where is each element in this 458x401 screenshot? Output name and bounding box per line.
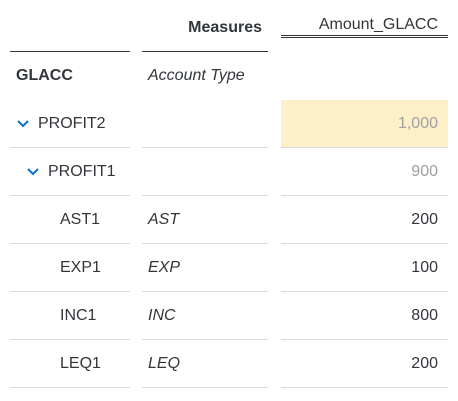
measures-header: Measures [142, 4, 268, 52]
row-value-cell[interactable]: 200 [281, 196, 448, 244]
row-member-label: EXP1 [60, 258, 101, 276]
row-member-label: PROFIT2 [38, 114, 106, 132]
row-value: 900 [411, 162, 438, 180]
row-attribute-value: LEQ [148, 354, 181, 372]
header-divider [10, 51, 130, 52]
row-attribute-cell: AST [142, 196, 268, 244]
row-member-cell[interactable]: AST1 [10, 196, 130, 244]
corner-empty-cell [10, 4, 130, 52]
attribute-label: Account Type [148, 67, 245, 84]
row-attribute-cell [142, 148, 268, 196]
row-value-cell[interactable]: 1,000 [281, 100, 448, 148]
row-value: 100 [411, 258, 438, 276]
row-value: 200 [411, 354, 438, 372]
row-value-cell[interactable]: 800 [281, 292, 448, 340]
row-value-cell[interactable]: 900 [281, 148, 448, 196]
row-attribute-cell: INC [142, 292, 268, 340]
row-value-cell[interactable]: 200 [281, 340, 448, 388]
row-value: 200 [411, 210, 438, 228]
row-attribute-cell [142, 100, 268, 148]
row-member-cell[interactable]: EXP1 [10, 244, 130, 292]
chevron-down-icon[interactable] [16, 119, 30, 129]
measures-label: Measures [188, 19, 262, 36]
empty-header-cell [281, 52, 448, 100]
row-member-label: LEQ1 [60, 354, 101, 372]
row-value-cell[interactable]: 100 [281, 244, 448, 292]
row-attribute-value: INC [148, 306, 176, 324]
row-attribute-value: EXP [148, 258, 181, 276]
attribute-header-account-type[interactable]: Account Type [142, 52, 268, 100]
row-member-label: PROFIT1 [48, 162, 116, 180]
row-member-cell[interactable]: PROFIT1 [10, 148, 130, 196]
chevron-down-icon[interactable] [26, 167, 40, 177]
row-attribute-cell: EXP [142, 244, 268, 292]
amount-column-label: Amount_GLACC [318, 16, 438, 33]
row-value: 1,000 [397, 114, 438, 132]
dimension-label: GLACC [16, 67, 73, 84]
row-value: 800 [411, 306, 438, 324]
row-member-cell[interactable]: INC1 [10, 292, 130, 340]
amount-column-header[interactable]: Amount_GLACC [281, 16, 448, 38]
row-member-cell[interactable]: PROFIT2 [10, 100, 130, 148]
row-attribute-cell: LEQ [142, 340, 268, 388]
row-member-label: AST1 [60, 210, 101, 228]
row-member-label: INC1 [60, 306, 97, 324]
dimension-header-glacc[interactable]: GLACC [10, 52, 130, 100]
header-divider [142, 51, 268, 52]
row-attribute-value: AST [148, 210, 180, 228]
row-member-cell[interactable]: LEQ1 [10, 340, 130, 388]
